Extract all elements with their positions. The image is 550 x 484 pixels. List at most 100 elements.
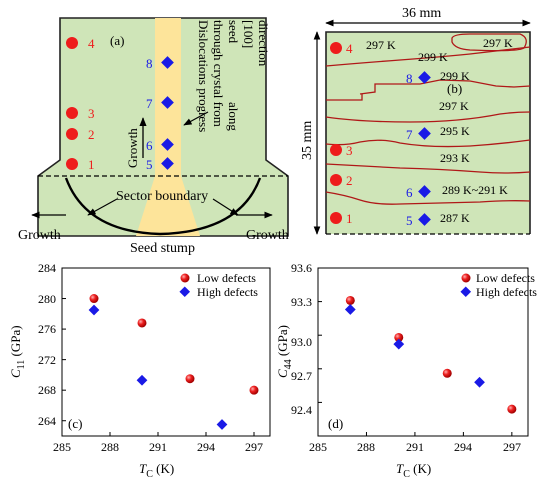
ylabel-main: C [275,369,290,378]
temp-299: 299 K [440,69,470,83]
high-defects-point [393,338,405,350]
desc-line-3: seed [226,20,241,44]
temp-295: 295 K [440,124,470,138]
red-markers-b: 4 3 2 1 [330,41,353,226]
xlabel-main: T [139,461,147,476]
high-defects-point [88,304,100,316]
ylabel-sub: 11 [16,360,27,370]
red-number-b-1: 1 [346,211,353,226]
blue-marker-7 [161,96,174,109]
isotherm-5 [325,139,531,148]
chart-d-tick-marks [317,267,513,436]
x-tick-label: 288 [101,440,119,454]
legend-low-marker [180,273,190,283]
y-tick-label: 93.0 [291,335,312,349]
chart-c-yticks: 264 268 272 276 280 284 [38,261,56,428]
legend-high-marker [179,286,191,298]
chart-c-xticks: 285 288 291 294 297 [53,440,263,454]
blue-marker-b-8 [418,71,431,84]
blue-marker-8 [161,56,174,69]
y-tick-label: 276 [38,322,56,336]
isotherm-3 [326,94,363,101]
y-tick-label: 264 [38,414,56,428]
chart-c-panel-label: (c) [68,416,82,431]
blue-marker-b-6 [418,185,431,198]
blue-markers-b: 8 7 6 5 [406,71,431,228]
isotherm-1 [325,46,531,67]
width-label: 36 mm [402,6,441,21]
chart-c-xlabel: TC (K) [139,461,174,480]
blue-number-7: 7 [146,96,153,111]
chart-d-xticks: 285 288 291 294 297 [309,440,521,454]
panel-a: (a) 4 3 2 1 8 7 6 5 Growth Dislocations … [18,17,289,256]
low-defects-point [442,368,452,378]
low-defects-point [507,404,517,414]
x-tick-label: 297 [245,440,263,454]
low-defects-point [89,294,99,304]
temp-299-top: 299 K [418,50,448,64]
red-number-1: 1 [88,157,95,172]
panel-a-label: (a) [110,33,124,48]
isotherm-4 [325,111,531,123]
chart-d-legend: Low defects High defects [460,271,537,299]
temp-287: 287 K [440,211,470,225]
low-defects-point [394,332,404,342]
x-tick-label: 285 [53,440,71,454]
legend-high-marker [460,286,472,298]
y-tick-label: 93.3 [291,295,312,309]
y-tick-label: 280 [38,292,56,306]
dislocation-description: Dislocations progress through crystal fr… [196,20,271,132]
xlabel-unit: (K) [153,461,174,476]
red-marker-b-4 [330,42,342,54]
sector-boundary-label: Sector boundary [116,189,208,204]
blue-marker-b-7 [418,127,431,140]
chart-c-legend: Low defects High defects [179,271,258,299]
blue-marker-b-5 [418,213,431,226]
x-tick-label: 288 [357,440,375,454]
high-defects-point [344,304,356,315]
blue-number-5: 5 [146,157,153,172]
growth-left-label: Growth [18,228,61,243]
low-defects-point [345,295,355,305]
chart-d-panel-label: (d) [328,416,343,431]
desc-line-1: Dislocations progress [196,20,211,132]
y-tick-label: 268 [38,383,56,397]
xlabel-unit: (K) [410,461,431,476]
x-tick-label: 294 [454,440,472,454]
blue-number-b-8: 8 [406,71,413,86]
x-tick-label: 291 [406,440,424,454]
ylabel-unit: (GPa) [8,325,23,359]
temp-297-top-right: 297 K [483,36,513,50]
blue-number-b-6: 6 [406,185,413,200]
high-defects-point [136,374,148,386]
high-defects-point [216,419,228,430]
temp-297-top-left: 297 K [366,38,396,52]
isotherm-6 [325,163,531,174]
sector-pointer-left [87,198,118,216]
chart-c-frame [61,267,271,437]
x-tick-label: 297 [503,440,521,454]
red-marker-b-3 [330,144,342,156]
chart-c-marks [88,294,259,430]
desc-line-2: through crystal from [211,20,226,127]
seed-stump-label: Seed stump [130,241,195,256]
desc-line-5: [100] [241,20,256,48]
xlabel-sub: C [403,469,410,480]
legend-high-label: High defects [197,285,258,299]
ylabel-unit: (GPa) [275,325,290,359]
chart-d-frame [317,267,529,437]
low-defects-point [249,385,259,395]
legend-low-label: Low defects [476,271,535,285]
xlabel-sub: C [146,469,153,480]
y-tick-label: 272 [38,353,56,367]
red-markers-a: 4 3 2 1 [66,36,95,172]
blue-number-b-7: 7 [406,127,413,142]
x-tick-label: 285 [309,440,327,454]
dislocation-band [136,18,200,236]
red-number-b-2: 2 [346,173,353,188]
desc-pointer-arrow [183,111,209,126]
chart-d-marks [344,295,517,414]
x-tick-label: 291 [149,440,167,454]
chart-c-tick-marks [61,267,255,436]
